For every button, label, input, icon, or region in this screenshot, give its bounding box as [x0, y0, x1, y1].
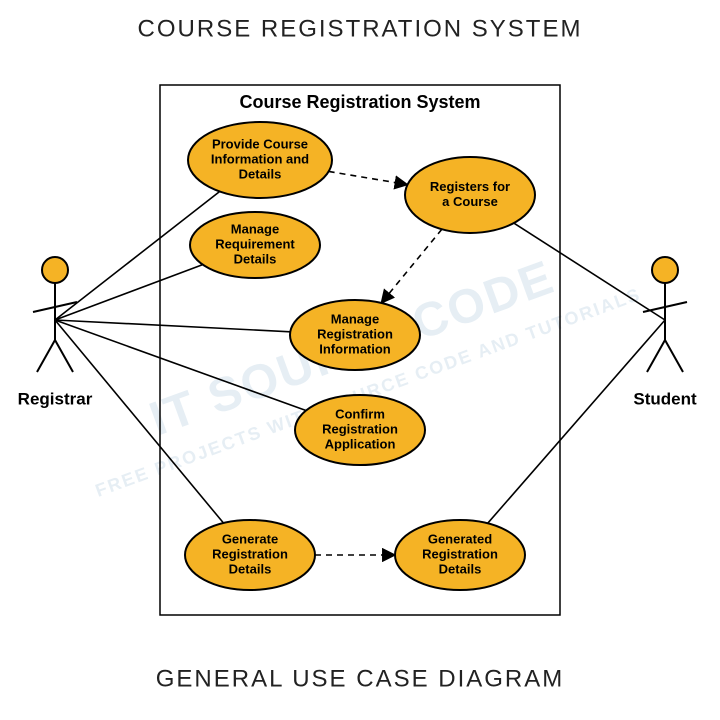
- usecase-generated: GeneratedRegistrationDetails: [395, 520, 525, 590]
- svg-text:Registers for: Registers for: [430, 179, 510, 194]
- svg-text:Application: Application: [325, 436, 396, 451]
- svg-text:Registration: Registration: [322, 421, 398, 436]
- svg-text:Information: Information: [319, 341, 391, 356]
- actor-registrar: Registrar: [18, 257, 93, 408]
- association-registrar-manage_req: [55, 265, 203, 320]
- svg-text:Registration: Registration: [212, 546, 288, 561]
- actor-label-student: Student: [633, 389, 697, 408]
- association-student-generated: [488, 320, 665, 523]
- usecase-confirm: ConfirmRegistrationApplication: [295, 395, 425, 465]
- svg-text:Details: Details: [234, 251, 277, 266]
- actor-label-registrar: Registrar: [18, 389, 93, 408]
- system-title: Course Registration System: [239, 92, 480, 112]
- svg-text:a Course: a Course: [442, 194, 498, 209]
- usecase-manage_reg: ManageRegistrationInformation: [290, 300, 420, 370]
- usecase-registers: Registers fora Course: [405, 157, 535, 233]
- usecase-generate: GenerateRegistrationDetails: [185, 520, 315, 590]
- usecase-provide: Provide CourseInformation andDetails: [188, 122, 332, 198]
- svg-text:Details: Details: [439, 561, 482, 576]
- usecase-manage_req: ManageRequirementDetails: [190, 212, 320, 278]
- svg-text:Manage: Manage: [231, 221, 279, 236]
- svg-text:Registration: Registration: [422, 546, 498, 561]
- svg-text:Information and: Information and: [211, 151, 309, 166]
- svg-text:Confirm: Confirm: [335, 406, 385, 421]
- association-registrar-manage_reg: [55, 320, 290, 332]
- actor-student: Student: [633, 257, 697, 408]
- svg-text:Requirement: Requirement: [215, 236, 295, 251]
- dependency-provide-registers: [329, 171, 408, 184]
- svg-text:Generated: Generated: [428, 531, 492, 546]
- svg-text:Details: Details: [239, 166, 282, 181]
- svg-text:Provide Course: Provide Course: [212, 136, 308, 151]
- svg-text:Generate: Generate: [222, 531, 278, 546]
- svg-text:Registration: Registration: [317, 326, 393, 341]
- page-title-top: COURSE REGISTRATION SYSTEM: [138, 15, 583, 42]
- svg-text:Manage: Manage: [331, 311, 379, 326]
- page-title-bottom: GENERAL USE CASE DIAGRAM: [156, 665, 565, 692]
- use-case-diagram: IT SOURCECODEFREE PROJECTS WITH SOURCE C…: [0, 0, 720, 720]
- svg-text:Details: Details: [229, 561, 272, 576]
